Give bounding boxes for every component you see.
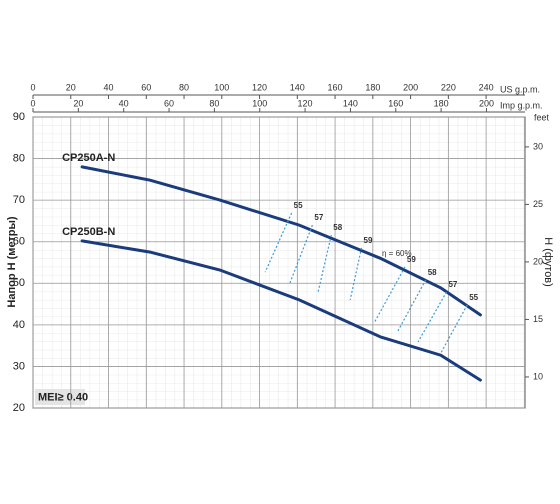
x-tick-label: 200 <box>403 82 418 92</box>
efficiency-label: 58 <box>428 268 437 277</box>
x2-tick-label: 120 <box>298 98 313 108</box>
y-axis-title: Напор H (метры) <box>6 216 18 307</box>
efficiency-line <box>374 266 406 323</box>
x2-tick-label: 160 <box>388 98 403 108</box>
x-axis-title: US g.p.m. <box>500 84 540 94</box>
y-tick-label: 30 <box>13 360 25 372</box>
x-tick-label: 60 <box>141 82 151 92</box>
y-tick-label: 50 <box>13 277 25 289</box>
x2-tick-label: 0 <box>30 98 35 108</box>
efficiency-line <box>289 224 313 284</box>
efficiency-line <box>440 304 468 354</box>
x-tick-label: 180 <box>365 82 380 92</box>
efficiency-label: 59 <box>407 255 416 264</box>
y2-tick-label: 15 <box>533 314 543 324</box>
pump-curve <box>80 165 482 317</box>
efficiency-label: 55 <box>469 293 478 302</box>
y2-tick-label: 10 <box>533 371 543 381</box>
x-tick-label: 80 <box>179 82 189 92</box>
x-tick-label: 220 <box>441 82 456 92</box>
x2-tick-label: 80 <box>209 98 219 108</box>
x2-tick-label: 40 <box>119 98 129 108</box>
efficiency-label: 55 <box>294 201 303 210</box>
x2-axis-title: Imp g.p.m. <box>500 100 543 110</box>
x-tick-label: 100 <box>214 82 229 92</box>
plot-area <box>32 116 526 409</box>
y2-unit: feet <box>534 112 550 122</box>
efficiency-label: 57 <box>448 280 457 289</box>
efficiency-annotation: η = 60% <box>382 249 412 258</box>
efficiency-line <box>396 279 427 333</box>
x-tick-label: 240 <box>479 82 494 92</box>
x2-tick-label: 180 <box>434 98 449 108</box>
x2-tick-label: 100 <box>252 98 267 108</box>
y2-tick-label: 20 <box>533 256 543 266</box>
efficiency-label: 57 <box>314 213 323 222</box>
y-tick-label: 80 <box>13 152 25 164</box>
mei-box <box>35 389 85 405</box>
x-tick-label: 160 <box>328 82 343 92</box>
x-tick-label: 40 <box>104 82 114 92</box>
y2-axis-title: H (футов) <box>542 237 554 287</box>
y-tick-label: 70 <box>13 194 25 206</box>
x2-tick-label: 200 <box>479 98 494 108</box>
efficiency-line <box>349 247 363 301</box>
pump-curve <box>80 239 482 382</box>
series-label: CP250B-N <box>62 226 115 238</box>
x2-tick-label: 20 <box>73 98 83 108</box>
efficiency-label: 59 <box>364 236 373 245</box>
y-tick-label: 20 <box>13 402 25 414</box>
y-tick-label: 90 <box>13 111 25 123</box>
x-tick-label: 140 <box>290 82 305 92</box>
y2-tick-label: 30 <box>533 141 543 151</box>
x-tick-label: 20 <box>66 82 76 92</box>
mei-label: MEI≥ 0.40 <box>38 391 88 403</box>
x2-tick-label: 60 <box>164 98 174 108</box>
x-tick-label: 120 <box>252 82 267 92</box>
y-tick-label: 60 <box>13 236 25 248</box>
series-label: CP250A-N <box>62 152 115 164</box>
y2-tick-label: 25 <box>533 199 543 209</box>
efficiency-line <box>264 212 293 273</box>
x2-tick-label: 140 <box>343 98 358 108</box>
efficiency-line <box>317 234 332 293</box>
y-tick-label: 40 <box>13 319 25 331</box>
efficiency-label: 58 <box>333 223 342 232</box>
efficiency-line <box>417 291 448 343</box>
x-tick-label: 0 <box>30 82 35 92</box>
